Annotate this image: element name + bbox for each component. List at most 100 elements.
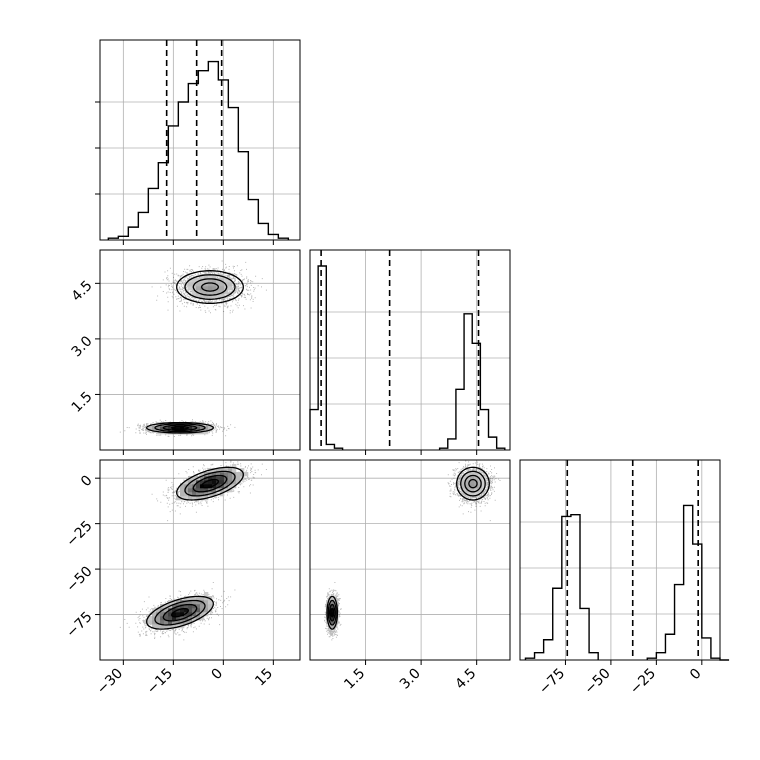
density-cell-1-0	[164, 426, 169, 431]
density-cell-1-0	[216, 290, 221, 295]
density-cell-2-0	[196, 604, 201, 609]
contour-2-0-1-1	[192, 474, 228, 493]
density-cell-2-0	[176, 624, 181, 629]
density-cell-1-0	[208, 290, 213, 295]
contour-2-1-0-1	[328, 603, 336, 622]
contour-1-0-1-3	[176, 270, 244, 304]
density-cell-2-0	[164, 608, 169, 613]
density-cell-2-0	[176, 620, 181, 625]
density-cell-2-0	[220, 472, 225, 477]
density-cell-1-0	[224, 278, 229, 283]
ytick-label-2-2: −25	[63, 518, 95, 550]
density-cell-1-0	[204, 430, 209, 435]
histogram-param-0	[107, 60, 290, 240]
xtick-label-2-2: −25	[627, 666, 659, 698]
density-cell-1-0	[196, 426, 201, 431]
density-cell-2-0	[196, 484, 201, 489]
density-cell-2-0	[224, 484, 229, 489]
contour-1-0-0-0	[171, 425, 189, 430]
density-cell-2-0	[180, 608, 185, 613]
contour-1-0-0-3	[146, 421, 214, 434]
density-cell-1-0	[212, 278, 217, 283]
density-cell-2-1	[470, 488, 475, 493]
density-cell-2-0	[152, 624, 157, 629]
density-cell-2-0	[192, 480, 197, 485]
density-cell-2-1	[482, 484, 487, 489]
density-cell-2-0	[228, 476, 233, 481]
density-cell-2-0	[180, 616, 185, 621]
density-cell-2-0	[216, 476, 221, 481]
density-cell-2-0	[192, 496, 197, 501]
xtick-label-0-2: 0	[209, 666, 227, 684]
density-cell-1-0	[180, 426, 185, 431]
density-cell-2-0	[200, 476, 205, 481]
xtick-label-2-0: −75	[536, 666, 568, 698]
scatter-1-0	[119, 260, 267, 437]
density-cell-1-0	[208, 294, 213, 299]
density-cell-1-0	[200, 282, 205, 287]
scatter-2-1	[324, 460, 501, 641]
density-cell-2-0	[204, 596, 209, 601]
density-cell-2-1	[466, 472, 471, 477]
density-cell-2-0	[244, 472, 249, 477]
xtick-label-1-0: 1.5	[341, 666, 368, 693]
density-cell-1-0	[220, 294, 225, 299]
histogram-param-1	[309, 265, 506, 450]
density-cell-2-0	[204, 604, 209, 609]
density-cell-1-0	[216, 294, 221, 299]
density-cell-2-0	[152, 608, 157, 613]
density-cell-1-0	[212, 286, 217, 291]
density-cell-2-0	[200, 488, 205, 493]
density-cell-2-0	[220, 468, 225, 473]
density-cell-2-0	[228, 468, 233, 473]
density-cell-1-0	[192, 426, 197, 431]
axes-frame-2-1	[309, 459, 511, 661]
density-cell-2-0	[172, 624, 177, 629]
density-cell-2-0	[172, 616, 177, 621]
density-cell-2-1	[470, 484, 475, 489]
density-cell-2-0	[204, 600, 209, 605]
density-cell-1-0	[196, 294, 201, 299]
density-cell-2-0	[220, 492, 225, 497]
density-cell-2-0	[212, 492, 217, 497]
density-cell-2-0	[200, 492, 205, 497]
density-cell-2-0	[184, 600, 189, 605]
density-cell-2-0	[192, 600, 197, 605]
density-cell-2-0	[200, 616, 205, 621]
density-cell-2-0	[184, 480, 189, 485]
density-cell-2-0	[176, 600, 181, 605]
density-cell-2-1	[330, 604, 335, 609]
density-cell-2-0	[164, 616, 169, 621]
density-cell-2-0	[228, 484, 233, 489]
density-cell-1-0	[220, 282, 225, 287]
density-cell-2-1	[470, 480, 475, 485]
density-cell-2-0	[180, 604, 185, 609]
density-cell-1-0	[208, 278, 213, 283]
density-cell-2-0	[188, 600, 193, 605]
density-cell-2-0	[184, 496, 189, 501]
density-cell-1-0	[188, 286, 193, 291]
contour-1-0-1-1	[192, 278, 228, 296]
density-cell-2-0	[184, 604, 189, 609]
density-cell-2-0	[232, 480, 237, 485]
density-cell-2-0	[164, 604, 169, 609]
ytick-label-1-2: 4.5	[69, 278, 96, 305]
density-cell-2-0	[196, 596, 201, 601]
density-cell-2-0	[236, 476, 241, 481]
density-cell-2-0	[204, 488, 209, 493]
density-cell-1-0	[160, 422, 165, 427]
density-cell-2-0	[192, 616, 197, 621]
density-cell-2-0	[220, 476, 225, 481]
density-cell-2-0	[164, 612, 169, 617]
density-cell-1-0	[200, 274, 205, 279]
density-cell-2-0	[216, 472, 221, 477]
density-cell-1-0	[228, 282, 233, 287]
density-cell-1-0	[148, 426, 153, 431]
ytick-label-2-0: −75	[63, 609, 95, 641]
density-cell-1-0	[204, 294, 209, 299]
axes-frame-2-0	[99, 459, 301, 661]
density-cell-1-0	[212, 274, 217, 279]
xtick-label-1-1: 3.0	[397, 666, 424, 693]
density-cell-2-0	[180, 612, 185, 617]
density-cell-1-0	[204, 426, 209, 431]
